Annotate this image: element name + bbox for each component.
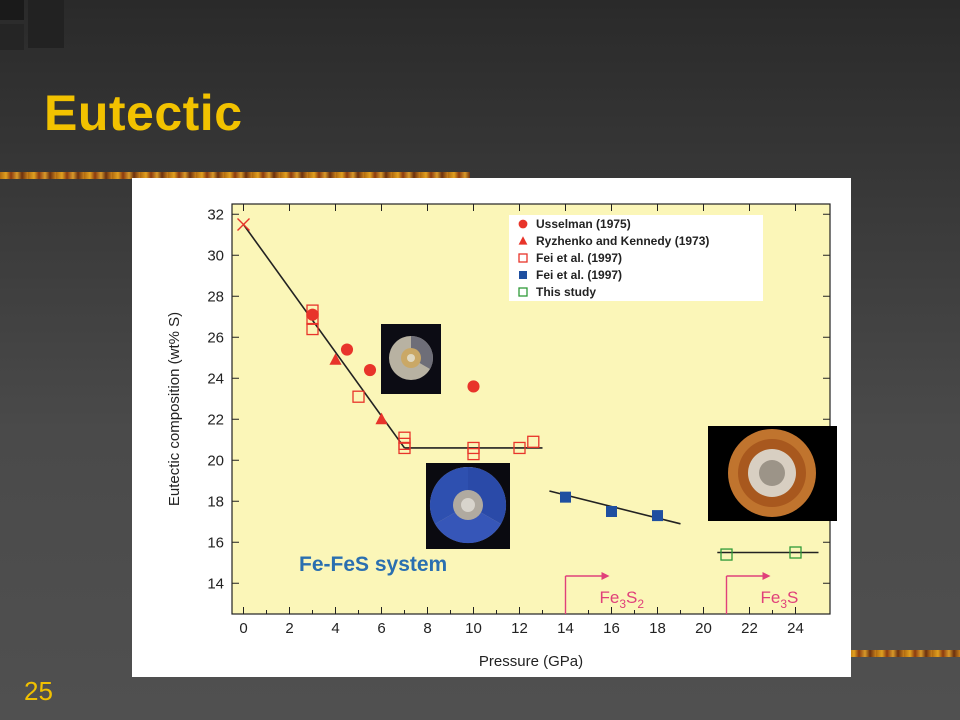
x-axis-label: Pressure (GPa) — [479, 653, 583, 670]
eutectic-chart: 0 2 4 6 8 10 12 14 16 18 20 22 241416182022242628303… — [166, 203, 837, 670]
legend-entry-this-study: This study — [536, 285, 596, 299]
y-tick-label: 30 — [207, 247, 224, 264]
legend-marker-this-study — [518, 287, 528, 297]
x-tick-label: 16 — [603, 620, 620, 637]
data-point-fei-et-al-1997-open-square — [513, 441, 526, 455]
data-point-fei-et-al-1997-open-square — [467, 447, 480, 461]
phase-label-text: S — [787, 588, 798, 607]
data-point-fei-et-al-1997-open-square — [527, 435, 540, 448]
legend-entry-usselman-1975: Usselman (1975) — [536, 217, 631, 231]
y-tick-label: 32 — [207, 206, 224, 223]
data-point-fei-et-al-1997-filled-square — [560, 491, 571, 503]
data-point-usselman-1975-filled-circle — [363, 364, 377, 377]
planet-interior-image-small — [381, 324, 441, 394]
x-tick-label: 6 — [377, 620, 385, 637]
data-point-fei-et-al-1997-open-square — [306, 322, 319, 336]
legend-marker-fei-et-al-1997 — [519, 271, 527, 279]
phase-arrowhead — [762, 572, 771, 580]
legend-entry-fei-et-al-1997: Fei et al. (1997) — [536, 268, 622, 282]
phase-arrowhead — [601, 572, 610, 580]
phase-label: Fe3S2 — [600, 588, 645, 611]
data-point-usselman-1975-filled-circle — [340, 343, 354, 356]
y-tick-label: 22 — [207, 411, 224, 428]
corner-decoration — [0, 0, 120, 60]
fit-line — [242, 224, 406, 449]
decorative-rule-top — [0, 172, 470, 179]
data-point-fei-et-al-1997-open-square — [398, 441, 411, 455]
data-point-fei-et-al-1997-open-square — [306, 312, 319, 325]
legend-marker-usselman-1975 — [518, 219, 528, 229]
data-point-ryzhenko-and-kennedy-1973-filled-triangle — [375, 412, 388, 425]
legend-entry-fei-et-al-1997: Fei et al. (1997) — [536, 251, 622, 265]
legend-box — [509, 215, 763, 301]
phase-label-text: Fe — [600, 588, 620, 607]
data-point-fei-et-al-1997-filled-square — [652, 510, 663, 522]
slide-title: Eutectic — [44, 85, 243, 141]
legend-marker-ryzhenko-and-kennedy-1973 — [518, 236, 528, 245]
x-tick-label: 22 — [741, 620, 758, 637]
x-tick-label: 10 — [465, 620, 482, 637]
x-tick-label: 12 — [511, 620, 528, 637]
planet-interior-image-mars — [708, 426, 837, 521]
x-tick-label: 2 — [285, 620, 293, 637]
y-tick-label: 20 — [207, 452, 224, 469]
x-tick-label: 20 — [695, 620, 712, 637]
data-point-usselman-1975-filled-circle — [306, 308, 319, 321]
planet-interior-image-blue — [426, 463, 510, 549]
data-point-this-study-open-square — [720, 548, 733, 561]
legend-marker-fei-et-al-1997 — [518, 253, 528, 263]
eutectic-figure: 0 2 4 6 8 10 12 14 16 18 20 22 24 14 16 18 20 22 24 26 28 30 3… — [132, 178, 851, 677]
x-tick-label: 0 — [239, 620, 247, 637]
data-point-unlabeled-cross — [237, 218, 250, 231]
phase-label-subscript: 3 — [619, 597, 626, 611]
data-point-fei-et-al-1997-filled-square — [606, 506, 617, 517]
page-number: 25 — [24, 676, 53, 706]
y-tick-label: 26 — [207, 329, 224, 346]
y-tick-label: 18 — [207, 493, 224, 510]
data-point-this-study-open-square — [789, 546, 802, 559]
data-point-usselman-1975-filled-circle — [467, 380, 480, 393]
data-point-ryzhenko-and-kennedy-1973-filled-triangle — [329, 353, 342, 365]
y-tick-label: 14 — [207, 575, 224, 592]
data-point-fei-et-al-1997-open-square — [352, 390, 365, 403]
y-axis-label: Eutectic composition (wt% S) — [166, 312, 183, 506]
phase-label: Fe3S — [761, 588, 799, 611]
y-tick-label: 16 — [207, 534, 224, 551]
data-point-fei-et-al-1997-open-square — [306, 304, 319, 317]
system-annotation: Fe-FeS system — [299, 553, 447, 576]
y-tick-label: 28 — [207, 288, 224, 305]
x-tick-label: 14 — [557, 620, 574, 637]
phase-label-text: S — [626, 588, 637, 607]
decorative-rule-bottom — [848, 650, 960, 657]
x-tick-label: 18 — [649, 620, 666, 637]
x-tick-label: 8 — [423, 620, 431, 637]
x-tick-label: 24 — [787, 620, 804, 637]
y-tick-label: 24 — [207, 370, 224, 387]
x-tick-label: 4 — [331, 620, 339, 637]
phase-label-subscript: 2 — [637, 597, 644, 611]
data-point-unlabeled-cross-stroke — [237, 218, 250, 231]
phase-label-subscript: 3 — [780, 597, 787, 611]
legend-entry-ryzhenko-and-kennedy-1973: Ryzhenko and Kennedy (1973) — [536, 234, 709, 248]
phase-label-text: Fe — [761, 588, 781, 607]
